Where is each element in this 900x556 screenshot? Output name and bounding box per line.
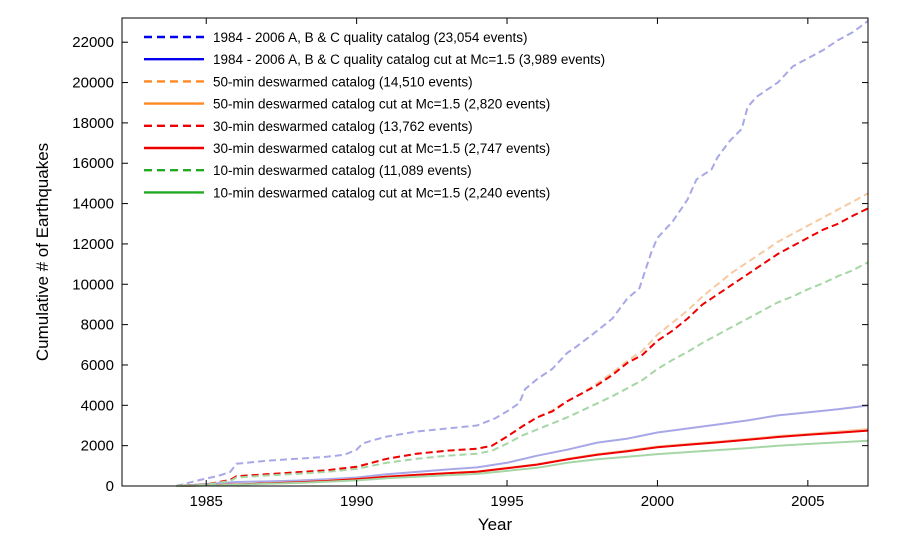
x-tick-label: 1990 <box>340 493 373 510</box>
y-tick-label: 12000 <box>72 236 114 253</box>
legend-label-7: 10-min deswarmed catalog (11,089 events) <box>213 163 472 178</box>
y-tick-label: 18000 <box>72 115 114 132</box>
y-axis-label: Cumulative # of Earthquakes <box>33 143 52 361</box>
legend-label-6: 30-min deswarmed catalog cut at Mc=1.5 (… <box>213 141 550 156</box>
y-tick-label: 14000 <box>72 196 114 213</box>
y-tick-label: 4000 <box>81 397 114 414</box>
legend-label-8: 10-min deswarmed catalog cut at Mc=1.5 (… <box>213 185 550 200</box>
series-line-1 <box>175 20 869 487</box>
y-tick-label: 8000 <box>81 317 114 334</box>
y-tick-label: 16000 <box>72 155 114 172</box>
legend-label-3: 50-min deswarmed catalog (14,510 events) <box>213 74 473 89</box>
y-tick-label: 6000 <box>81 357 114 374</box>
series-line-7 <box>176 261 869 487</box>
legend-label-5: 30-min deswarmed catalog (13,762 events) <box>213 119 473 134</box>
x-tick-label: 1985 <box>190 493 223 510</box>
y-tick-label: 22000 <box>72 34 114 51</box>
legend-label-4: 50-min deswarmed catalog cut at Mc=1.5 (… <box>213 97 550 112</box>
series-layer <box>175 20 869 487</box>
legend-label-2: 1984 - 2006 A, B & C quality catalog cut… <box>213 52 605 67</box>
legend: 1984 - 2006 A, B & C quality catalog (23… <box>144 30 605 200</box>
y-tick-label: 0 <box>106 478 114 495</box>
series-line-2 <box>176 404 869 487</box>
x-tick-label: 2005 <box>791 493 824 510</box>
series-line-5 <box>176 207 869 487</box>
x-tick-label: 2000 <box>641 493 674 510</box>
plot-frame <box>121 17 869 487</box>
series-line-3 <box>176 192 869 487</box>
legend-label-1: 1984 - 2006 A, B & C quality catalog (23… <box>213 30 527 45</box>
y-tick-label: 10000 <box>72 276 114 293</box>
y-tick-label: 2000 <box>81 438 114 455</box>
x-axis-label: Year <box>478 515 513 534</box>
y-tick-label: 20000 <box>72 75 114 92</box>
ticks-layer: 1985 1990 1995 2000 2005 0 2000 4000 6000 8000 100… <box>72 18 868 510</box>
series-line-8 <box>176 439 869 487</box>
x-tick-label: 1995 <box>490 493 523 510</box>
